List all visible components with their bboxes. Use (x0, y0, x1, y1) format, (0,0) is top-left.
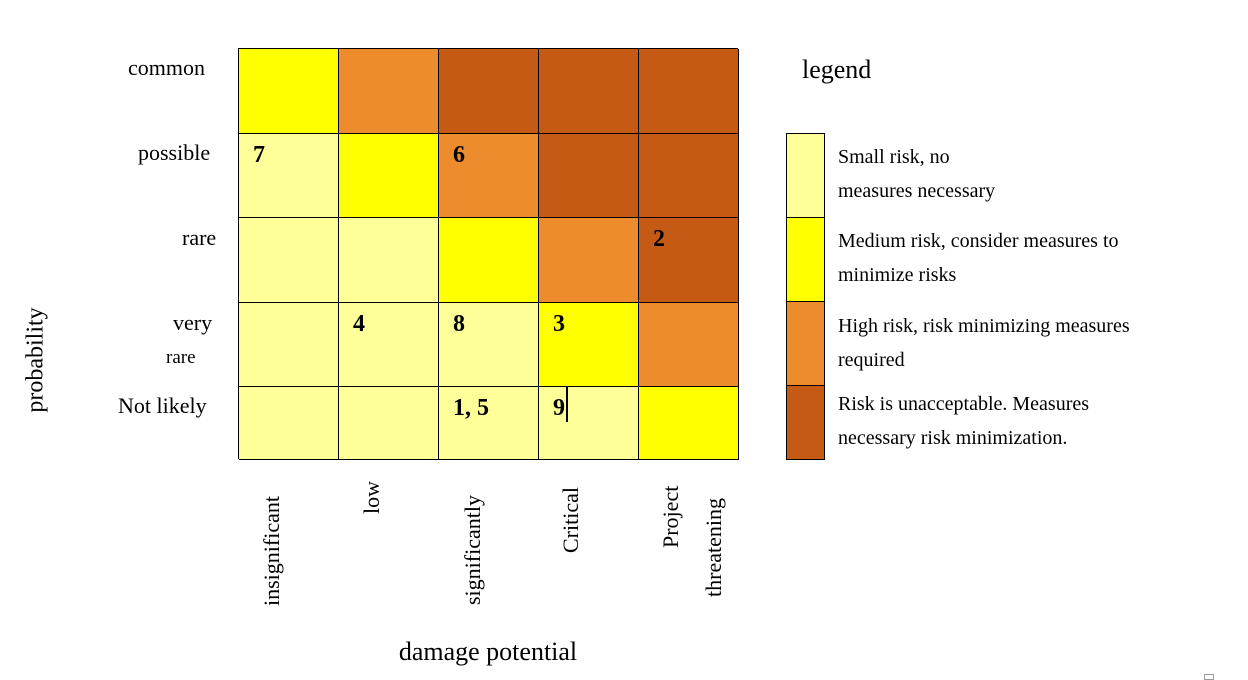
legend-swatch-unacceptable (786, 385, 825, 460)
legend-swatch-high (786, 301, 825, 386)
matrix-cell (539, 218, 639, 303)
matrix-cell (339, 134, 439, 218)
risk-id-label: 7 (253, 142, 265, 168)
legend-line: required (838, 349, 905, 371)
legend-line: minimize risks (838, 264, 957, 286)
row-label-very-rare: rare (166, 347, 196, 368)
column-label-threatening: threatening (701, 498, 726, 597)
risk-id-label: 6 (453, 142, 465, 168)
legend-line: Medium risk, consider measures to (838, 230, 1119, 252)
x-axis-title: damage potential (398, 637, 578, 666)
matrix-cell (639, 134, 739, 218)
matrix-cell: 9 (539, 387, 639, 460)
risk-id-label: 2 (653, 226, 665, 252)
legend-swatch-small (786, 133, 825, 218)
column-label-project: Project (658, 485, 683, 548)
matrix-cell: 6 (439, 134, 539, 218)
risk-id-label: 3 (553, 311, 565, 337)
legend-line: Small risk, no (838, 146, 950, 168)
matrix-cell (539, 49, 639, 134)
column-label-insignificant: insignificant (259, 496, 284, 606)
matrix-cell (339, 218, 439, 303)
matrix-cell (439, 49, 539, 134)
legend-text-unacceptable: Risk is unacceptable. Measures necessary … (838, 387, 1218, 455)
matrix-cell (239, 387, 339, 460)
matrix-cell: 7 (239, 134, 339, 218)
risk-matrix: 7 6 2 4 8 3 1, 5 9 (238, 48, 739, 460)
row-label-not-likely: Not likely (118, 393, 207, 418)
matrix-cell (339, 49, 439, 134)
row-label-very: very (173, 310, 213, 335)
legend-line: High risk, risk minimizing measures (838, 315, 1130, 337)
matrix-cell: 8 (439, 303, 539, 387)
risk-id-label: 4 (353, 311, 365, 337)
matrix-cell (239, 218, 339, 303)
matrix-cell (339, 387, 439, 460)
matrix-cell: 4 (339, 303, 439, 387)
column-label-significantly: significantly (460, 495, 485, 605)
legend-line: measures necessary (838, 180, 996, 202)
matrix-cell (539, 134, 639, 218)
risk-id-label: 8 (453, 311, 465, 337)
row-label-common: common (128, 55, 205, 80)
row-label-rare: rare (182, 225, 217, 250)
legend-text-high: High risk, risk minimizing measures requi… (838, 309, 1218, 377)
resize-handle (1204, 674, 1214, 680)
matrix-cell: 3 (539, 303, 639, 387)
matrix-cell (239, 303, 339, 387)
risk-id-label: 1, 5 (453, 395, 489, 421)
matrix-cell (639, 303, 739, 387)
legend-title: legend (802, 55, 872, 84)
legend-swatch-medium (786, 217, 825, 302)
matrix-cell (639, 387, 739, 460)
matrix-cell (439, 218, 539, 303)
column-label-critical: Critical (558, 487, 583, 553)
matrix-cell: 2 (639, 218, 739, 303)
matrix-cell (239, 49, 339, 134)
y-axis-title: probability (22, 307, 49, 413)
legend-text-medium: Medium risk, consider measures to minimiz… (838, 224, 1218, 292)
legend-line: Risk is unacceptable. Measures (838, 393, 1090, 415)
matrix-cell (639, 49, 739, 134)
matrix-cell: 1, 5 (439, 387, 539, 460)
row-label-possible: possible (138, 140, 211, 165)
risk-id-label: 9 (553, 395, 565, 421)
legend-text-small: Small risk, no measures necessary (838, 140, 1218, 208)
text-cursor (566, 387, 568, 422)
legend-line: necessary risk minimization. (838, 427, 1068, 449)
column-label-low: low (359, 481, 384, 514)
